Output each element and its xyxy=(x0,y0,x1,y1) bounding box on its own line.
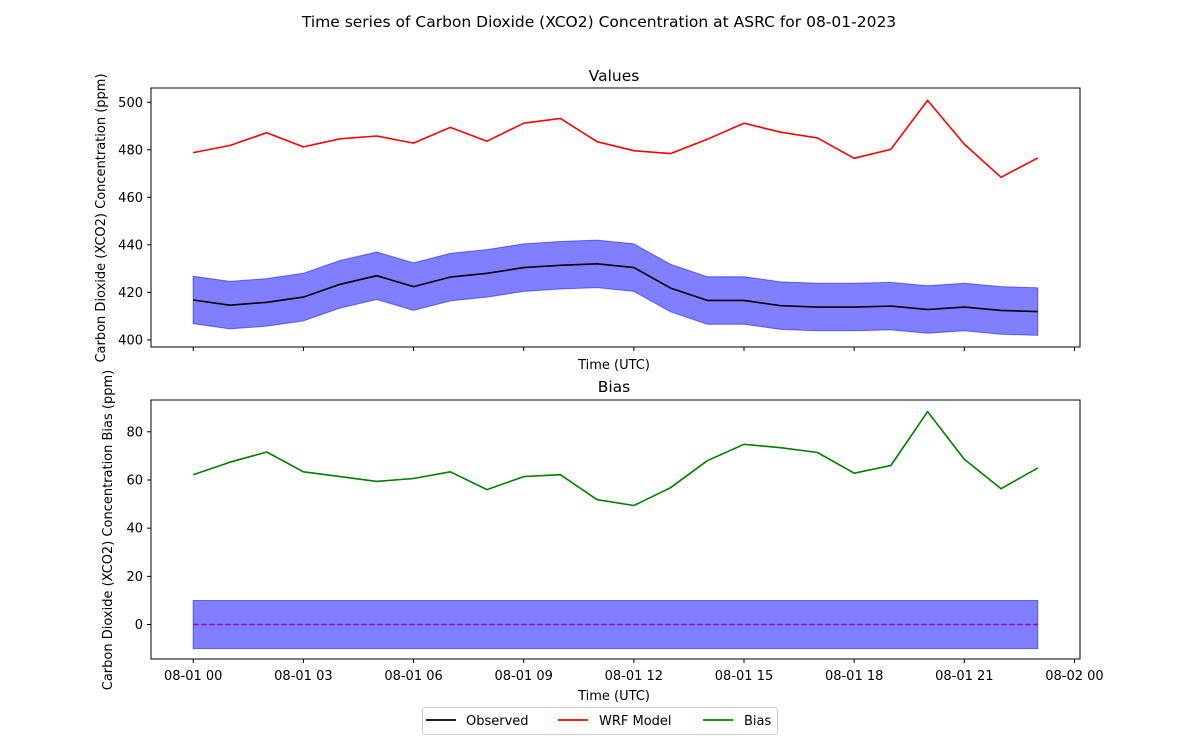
legend-label-observed: Observed xyxy=(466,714,529,729)
bias-y-ticks: 0 20 40 60 80 xyxy=(126,425,151,633)
bias-y-tick-label: 40 xyxy=(126,522,143,537)
bias-x-tick-label: 08-02 00 xyxy=(1045,669,1103,684)
bias-uncertainty-band-layer xyxy=(192,600,1039,650)
bias-x-tick-label: 08-01 18 xyxy=(825,669,883,684)
values-uncertainty-band-layer xyxy=(192,239,1039,336)
values-y-tick-label: 400 xyxy=(118,333,143,348)
bias-x-tick-label: 08-01 12 xyxy=(605,669,663,684)
values-uncertainty-band xyxy=(192,239,1039,336)
values-x-ticks xyxy=(192,347,1075,351)
legend: Observed WRF Model Bias xyxy=(422,707,778,735)
values-y-tick-label: 460 xyxy=(118,191,143,206)
values-y-tick-label: 480 xyxy=(118,143,143,158)
bias-x-tick-label: 08-01 15 xyxy=(715,669,773,684)
values-series-line-observed xyxy=(193,262,1038,313)
bias-x-tick-label: 08-01 21 xyxy=(935,669,993,684)
bias-series-layer xyxy=(192,410,1039,507)
bias-x-axis-label: Time (UTC) xyxy=(577,689,650,704)
bias-axes-frame xyxy=(150,399,1081,660)
figure-title: Time series of Carbon Dioxide (XCO2) Con… xyxy=(301,13,896,31)
bias-x-tick-label: 08-01 06 xyxy=(384,669,442,684)
bias-x-tick-label: 08-01 09 xyxy=(494,669,552,684)
legend-label-bias: Bias xyxy=(744,714,771,729)
bias-y-axis-label: Carbon Dioxide (XCO2) Concentration Bias… xyxy=(101,370,116,690)
values-axes-frame xyxy=(150,87,1081,348)
bias-y-tick-label: 0 xyxy=(135,618,143,633)
values-y-tick-label: 500 xyxy=(118,96,143,111)
bias-y-tick-label: 80 xyxy=(126,425,143,440)
bias-x-ticks: 08-01 00 08-01 03 08-01 06 08-01 09 08-01 12… xyxy=(164,659,1104,684)
legend-frame xyxy=(422,707,778,735)
bias-x-tick-label: 08-01 03 xyxy=(274,669,332,684)
bias-y-tick-label: 60 xyxy=(126,473,143,488)
values-y-axis-label: Carbon Dioxide (XCO2) Concentration (ppm… xyxy=(94,73,109,362)
values-panel-title: Values xyxy=(589,67,640,85)
values-y-tick-label: 440 xyxy=(118,238,143,253)
bias-panel-title: Bias xyxy=(598,378,631,396)
values-y-ticks: 400 420 440 460 480 500 xyxy=(118,96,151,348)
values-series-layer xyxy=(193,99,1039,313)
values-series-line-wrf-model xyxy=(193,99,1039,179)
bias-x-tick-label: 08-01 00 xyxy=(164,669,222,684)
values-panel: Values 400 420 440 460 480 500 Time (UTC) Car… xyxy=(94,67,1081,373)
bias-series-line-bias xyxy=(192,410,1039,507)
bias-y-tick-label: 20 xyxy=(126,570,143,585)
legend-label-wrf-model: WRF Model xyxy=(599,714,672,729)
values-y-tick-label: 420 xyxy=(118,286,143,301)
values-x-axis-label: Time (UTC) xyxy=(577,358,650,373)
bias-uncertainty-band xyxy=(192,600,1039,650)
